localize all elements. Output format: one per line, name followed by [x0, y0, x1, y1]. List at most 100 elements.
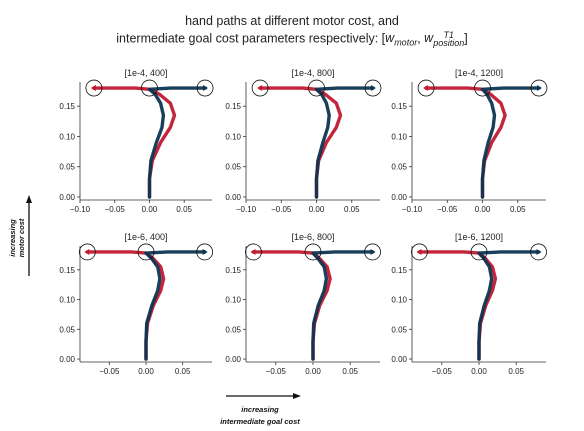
- panel-title: [1e-4, 1200]: [455, 68, 503, 78]
- x-tick-label: 0.00: [305, 367, 321, 376]
- path-end-red: [90, 85, 96, 92]
- target-circle: [251, 79, 269, 97]
- target-circle: [530, 79, 548, 97]
- x-direction-arrow-head: [293, 393, 301, 399]
- panel-title: [1e-6, 1200]: [455, 232, 503, 242]
- hand-path-navy: [480, 86, 541, 199]
- target-circle: [304, 243, 322, 261]
- x-tick-label: 0.05: [510, 205, 526, 214]
- target-circle: [470, 243, 488, 261]
- x-tick-label: −0.10: [70, 205, 91, 214]
- y-tick-label: 0.10: [391, 296, 407, 305]
- target-circle: [141, 79, 158, 97]
- path-end-red: [250, 248, 256, 255]
- x-tick-label: −0.05: [99, 367, 120, 376]
- title-comma: ,: [417, 31, 425, 46]
- hand-path-panel: [1e-6, 400] −0.05 0.00 0.05 0.00 0.05 0.10 0.15: [59, 232, 214, 376]
- target-circle: [196, 243, 214, 261]
- hand-path-navy: [314, 86, 375, 199]
- figure-title-line2: intermediate goal cost parameters respec…: [0, 31, 584, 51]
- path-end-navy: [370, 85, 376, 92]
- x-tick-label: −0.05: [271, 205, 292, 214]
- y-tick-label: 0.05: [59, 163, 75, 172]
- x-tick-label: −0.10: [402, 205, 423, 214]
- y-tick-label: 0.00: [391, 193, 407, 202]
- y-tick-label: 0.00: [225, 355, 241, 364]
- hand-path-navy: [311, 250, 375, 361]
- target-circle: [364, 243, 381, 261]
- target-circle: [245, 243, 262, 261]
- y-direction-arrow-head: [26, 195, 32, 203]
- y-tick-label: 0.05: [59, 325, 75, 334]
- y-tick-label: 0.00: [59, 355, 75, 364]
- hand-path-red: [258, 86, 343, 199]
- x-tick-label: 0.00: [475, 205, 491, 214]
- figure-title-line1: hand paths at different motor cost, and: [185, 14, 399, 28]
- target-circle: [417, 79, 435, 97]
- path-end-red: [423, 85, 429, 92]
- target-circle: [411, 243, 428, 261]
- x-tick-label: 0.05: [342, 367, 358, 376]
- panel-title: [1e-6, 800]: [291, 232, 334, 242]
- panels-group: [1e-4, 400] −0.10 −0.05 0.00 0.05 0.00 0.05 0.1…: [59, 68, 548, 376]
- title-prefix: intermediate goal cost parameters respec…: [116, 31, 386, 46]
- x-tick-label: 0.05: [176, 205, 192, 214]
- path-end-navy: [370, 248, 376, 255]
- target-circle: [78, 243, 96, 261]
- y-tick-label: 0.10: [225, 132, 241, 141]
- y-tick-label: 0.00: [59, 193, 75, 202]
- y-tick-label: 0.05: [225, 163, 241, 172]
- title-w-pos-sup: T1: [443, 30, 454, 40]
- x-tick-label: 0.05: [175, 367, 191, 376]
- panel-title: [1e-6, 400]: [124, 232, 167, 242]
- hand-path-navy: [147, 86, 207, 199]
- x-tick-label: 0.00: [309, 205, 325, 214]
- title-w-motor: w: [385, 31, 395, 46]
- title-w-pos-sub: position: [433, 38, 465, 48]
- panel-title: [1e-4, 400]: [124, 68, 167, 78]
- path-end-navy: [202, 248, 208, 255]
- y-tick-label: 0.15: [59, 266, 75, 275]
- target-circle: [196, 79, 214, 97]
- hand-path-panel: [1e-6, 1200] −0.05 0.00 0.05 0.00 0.05 0.10 0.1…: [391, 232, 547, 376]
- hand-path-panel: [1e-4, 400] −0.10 −0.05 0.00 0.05 0.00 0.05 0.1…: [59, 68, 214, 214]
- path-end-navy: [203, 85, 209, 92]
- path-end-navy: [536, 248, 542, 255]
- title-w-pos: w: [424, 31, 434, 46]
- x-tick-label: −0.05: [105, 205, 126, 214]
- x-tick-label: 0.00: [138, 367, 154, 376]
- y-tick-label: 0.10: [225, 296, 241, 305]
- y-tick-label: 0.15: [391, 266, 407, 275]
- x-tick-label: −0.05: [437, 205, 458, 214]
- path-end-red: [84, 248, 90, 255]
- y-tick-label: 0.15: [391, 102, 407, 111]
- path-end-red: [416, 248, 422, 255]
- y-tick-label: 0.05: [391, 163, 407, 172]
- panel-title: [1e-4, 800]: [291, 68, 334, 78]
- x-tick-label: 0.05: [344, 205, 360, 214]
- hand-path-panel: [1e-6, 800] −0.05 0.00 0.05 0.00 0.05 0.10 0.15: [225, 232, 381, 376]
- y-arrow-label-line2: motor cost: [17, 218, 26, 257]
- path-end-red: [257, 85, 263, 92]
- target-circle: [308, 79, 325, 97]
- y-tick-label: 0.00: [391, 355, 407, 364]
- y-tick-label: 0.15: [225, 102, 241, 111]
- y-tick-label: 0.05: [225, 325, 241, 334]
- target-circle: [364, 79, 382, 97]
- hand-path-navy: [477, 250, 541, 361]
- y-tick-label: 0.10: [59, 132, 75, 141]
- y-tick-label: 0.15: [59, 102, 75, 111]
- target-circle: [85, 79, 103, 97]
- y-tick-label: 0.10: [59, 296, 75, 305]
- x-tick-label: −0.05: [266, 367, 287, 376]
- x-tick-label: 0.00: [471, 367, 487, 376]
- y-tick-label: 0.05: [391, 325, 407, 334]
- hand-path-navy: [144, 250, 207, 361]
- hand-path-panel: [1e-4, 1200] −0.10 −0.05 0.00 0.05 0.00 0.05 0.…: [391, 68, 548, 214]
- target-circle: [530, 243, 547, 261]
- y-arrow-label-line1: increasing: [8, 219, 17, 257]
- target-circle: [474, 79, 491, 97]
- x-arrow-label-line2: intermediate goal cost: [220, 417, 300, 426]
- x-tick-label: −0.05: [432, 367, 453, 376]
- y-tick-label: 0.10: [391, 132, 407, 141]
